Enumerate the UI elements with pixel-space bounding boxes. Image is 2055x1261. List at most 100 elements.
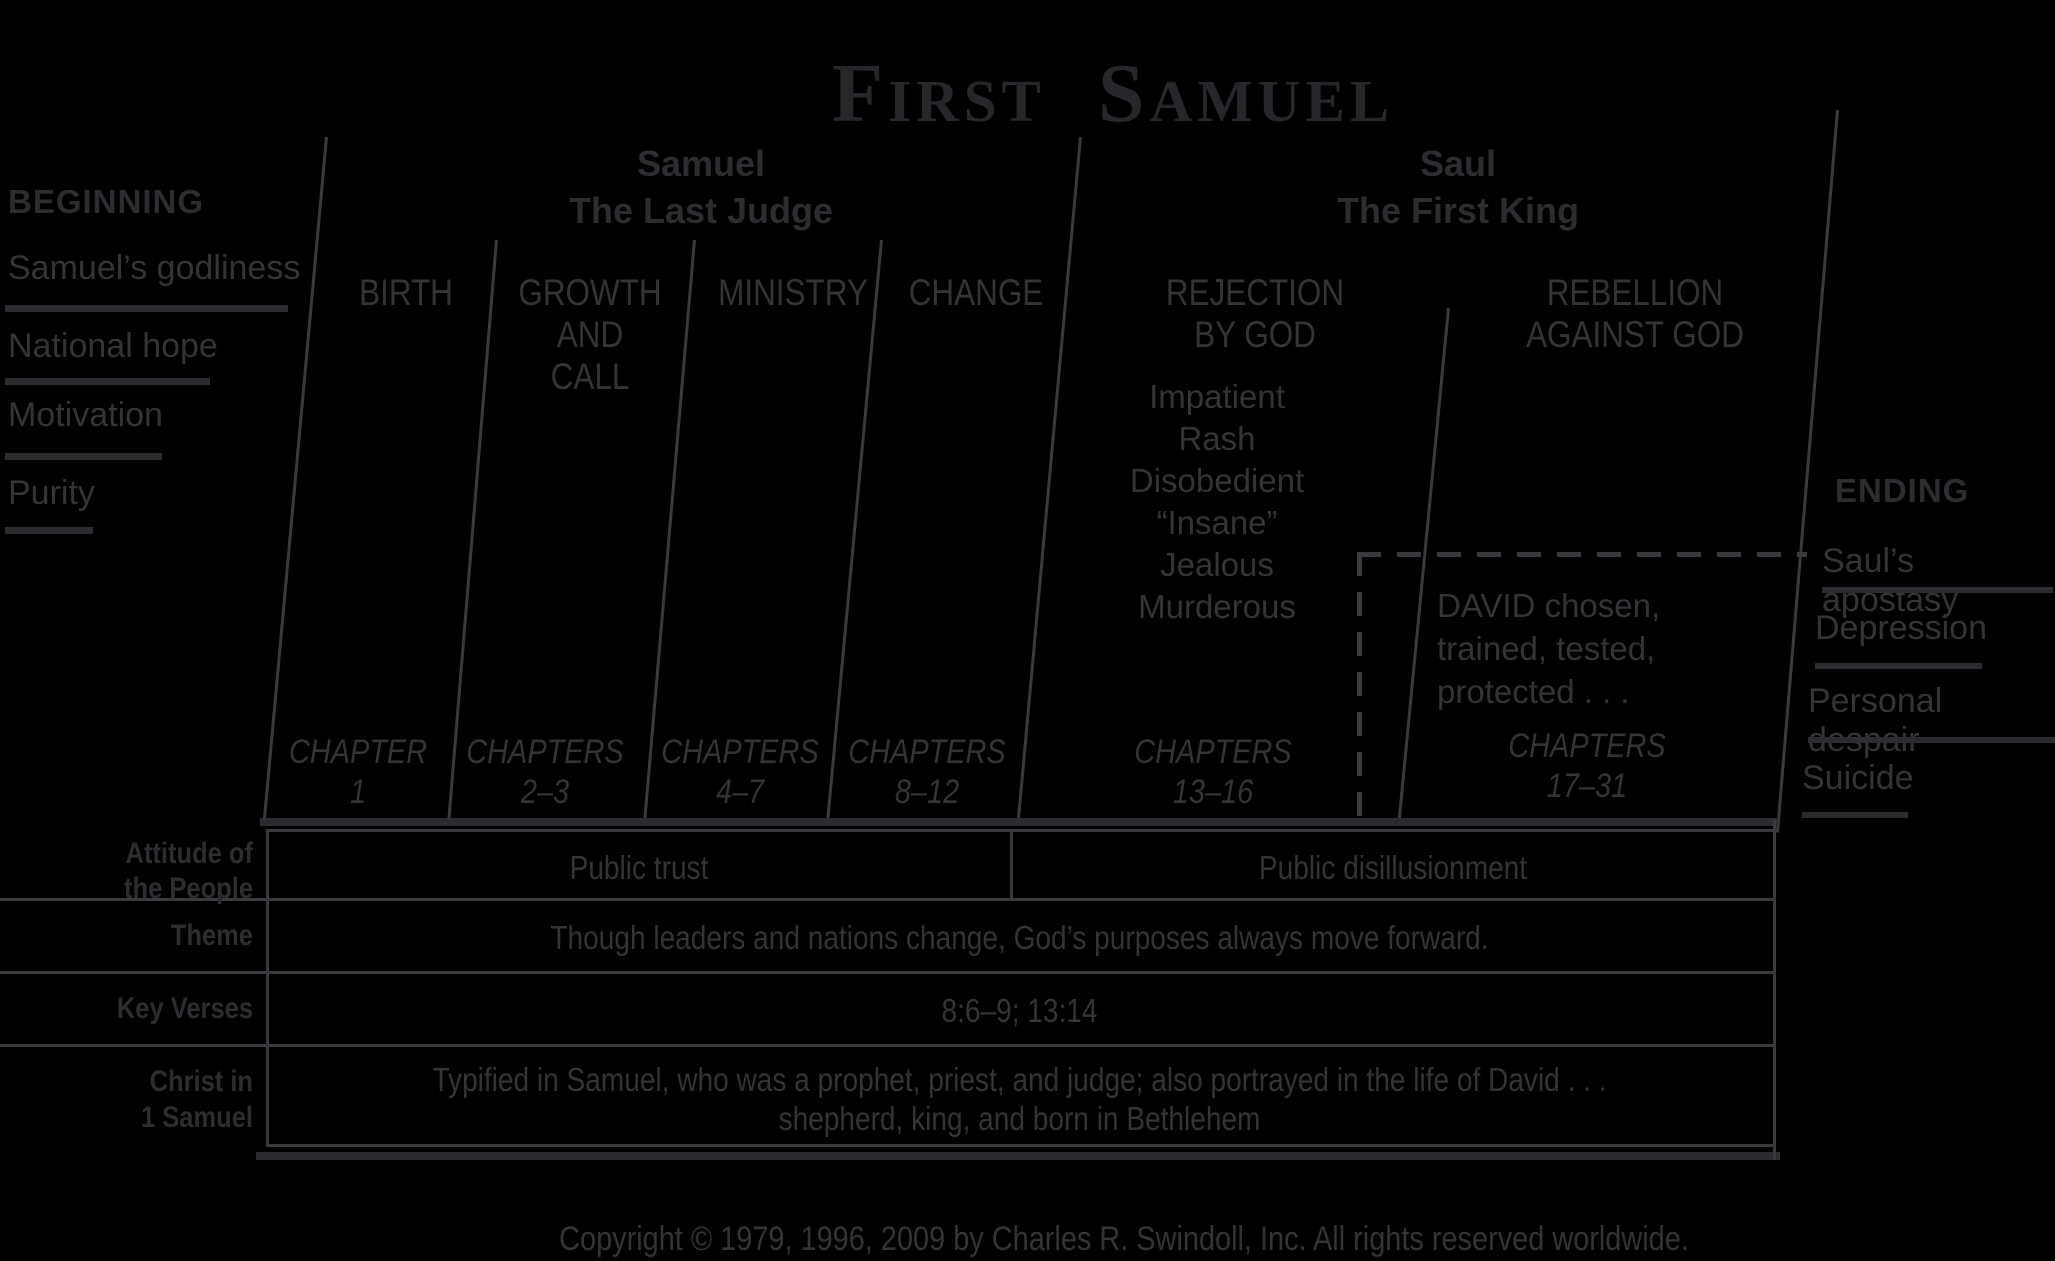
ending-underline-4 <box>1802 812 1908 818</box>
david-box-dashed-left <box>1357 552 1362 822</box>
saul-heading-line2: The First King <box>1337 190 1579 231</box>
christ-text-line2: shepherd, king, and born in Bethlehem <box>778 1100 1261 1137</box>
samuel-heading-line1: Samuel <box>636 143 766 184</box>
column-header-rejection-line1: REJECTION <box>1165 272 1345 313</box>
column-header-change: CHANGE <box>891 272 1061 314</box>
theme-label: Theme <box>170 919 253 952</box>
chapter-word: CHAPTERS <box>1508 727 1666 765</box>
saul-heading-line1: Saul <box>1419 143 1497 184</box>
christ-text: Typified in Samuel, who was a prophet, p… <box>379 1060 1660 1138</box>
ending-item-4: Suicide <box>1802 759 1914 797</box>
column-header-ministry-line: MINISTRY <box>718 272 868 313</box>
table-attitude-cell-divider <box>1010 829 1013 901</box>
column-header-rebellion: REBELLION AGAINST GOD <box>1486 272 1784 356</box>
beginning-underline-4 <box>5 527 93 534</box>
column-header-rejection-line2: BY GOD <box>1194 314 1316 355</box>
david-note-line2: trained, tested, <box>1437 630 1656 667</box>
beginning-underline-3 <box>5 453 162 460</box>
table-top-border <box>266 829 1773 832</box>
chapter-range: 1 <box>349 773 367 811</box>
chapter-label-birth: CHAPTER 1 <box>273 732 443 812</box>
chapter-label-rebellion: CHAPTERS 17–31 <box>1502 726 1672 806</box>
chapter-range: 2–3 <box>520 773 570 811</box>
table-row-separator-2 <box>0 971 1776 974</box>
david-note-line3: protected . . . <box>1437 673 1630 710</box>
attitude-cell-public-disillusionment: Public disillusionment <box>1258 849 1528 886</box>
chapter-range: 8–12 <box>894 773 960 811</box>
column-header-change-line: CHANGE <box>908 272 1044 313</box>
column-header-growth-line3: CALL <box>550 356 630 397</box>
ending-underline-1 <box>1822 587 2053 593</box>
trait-jealous: Jealous <box>1160 546 1274 583</box>
column-header-growth-line1: GROWTH <box>518 272 662 313</box>
chapter-word: CHAPTERS <box>466 733 624 771</box>
column-header-growth-line2: AND <box>556 314 624 355</box>
ending-heading: ENDING <box>1835 472 1970 509</box>
table-bottom-inner-border <box>266 1144 1773 1147</box>
table-bottom-outer-border <box>256 1152 1780 1160</box>
column-header-growth-and-call: GROWTH AND CALL <box>505 272 675 398</box>
chapter-range: 13–16 <box>1172 773 1254 811</box>
attitude-label: Attitude of the People <box>38 836 253 906</box>
david-note: DAVID chosen, trained, tested, protected… <box>1437 584 1777 713</box>
samuel-heading: Samuel The Last Judge <box>501 140 901 234</box>
chapter-label-ministry: CHAPTERS 4–7 <box>655 732 825 812</box>
chapter-range: 17–31 <box>1546 767 1628 805</box>
theme-text: Though leaders and nations change, God’s… <box>550 919 1489 956</box>
christ-label-line2: 1 Samuel <box>141 1101 253 1134</box>
column-header-rejection: REJECTION BY GOD <box>1128 272 1383 356</box>
beginning-underline-1 <box>5 305 288 312</box>
beginning-underline-2 <box>5 378 210 385</box>
chapter-word: CHAPTERS <box>848 733 1006 771</box>
beginning-item-3: Motivation <box>8 396 163 434</box>
chapter-word: CHAPTER <box>288 733 428 771</box>
trait-murderous: Murderous <box>1138 588 1296 625</box>
table-right-border <box>1773 820 1776 1160</box>
chart-title: First Samuel <box>831 47 1395 141</box>
chapter-label-change: CHAPTERS 8–12 <box>842 732 1012 812</box>
chapter-range: 4–7 <box>715 773 765 811</box>
ending-underline-2 <box>1815 663 1982 669</box>
beginning-item-4: Purity <box>8 474 95 512</box>
saul-traits-list: Impatient Rash Disobedient “Insane” Jeal… <box>1067 376 1367 628</box>
chapter-label-rejection: CHAPTERS 13–16 <box>1128 732 1298 812</box>
chart-left-boundary-line <box>262 136 328 823</box>
chapter-label-growth: CHAPTERS 2–3 <box>460 732 630 812</box>
column-header-rebellion-line2: AGAINST GOD <box>1526 314 1744 355</box>
david-note-line1: DAVID chosen, <box>1437 587 1661 624</box>
key-verses-text: 8:6–9; 13:14 <box>941 992 1098 1029</box>
attitude-cell-public-trust: Public trust <box>569 849 709 886</box>
column-header-birth-line: BIRTH <box>359 272 453 313</box>
trait-insane: “Insane” <box>1156 504 1278 541</box>
table-row-separator-3 <box>0 1044 1776 1047</box>
david-box-dashed-top <box>1357 552 1807 557</box>
table-label-divider <box>266 829 269 1147</box>
christ-label-line1: Christ in <box>149 1065 253 1098</box>
beginning-item-2: National hope <box>8 327 218 365</box>
ending-item-3: Personal despair <box>1808 682 1943 759</box>
key-verses-label: Key Verses <box>116 992 254 1025</box>
christ-text-line1: Typified in Samuel, who was a prophet, p… <box>432 1061 1607 1098</box>
chapter-word: CHAPTERS <box>1134 733 1292 771</box>
copyright-notice: Copyright © 1979, 1996, 2009 by Charles … <box>559 1220 1689 1258</box>
chart-bottom-border <box>260 818 1778 826</box>
attitude-label-line1: Attitude of <box>125 837 253 870</box>
table-row-separator-1 <box>0 898 1776 901</box>
ending-underline-3 <box>1808 737 2055 743</box>
christ-label: Christ in 1 Samuel <box>38 1064 253 1136</box>
chapter-word: CHAPTERS <box>661 733 819 771</box>
samuel-heading-line2: The Last Judge <box>568 190 834 231</box>
trait-disobedient: Disobedient <box>1129 462 1305 499</box>
attitude-label-line2: the People <box>124 872 254 905</box>
trait-impatient: Impatient <box>1149 378 1285 415</box>
column-header-ministry: MINISTRY <box>708 272 878 314</box>
beginning-item-1: Samuel’s godliness <box>8 249 301 287</box>
divider-rejection-rebellion <box>1397 307 1450 820</box>
saul-heading: Saul The First King <box>1258 140 1658 234</box>
beginning-heading: BEGINNING <box>8 183 205 220</box>
ending-item-2: Depression <box>1815 609 1987 647</box>
column-header-birth: BIRTH <box>321 272 491 314</box>
column-header-rebellion-line1: REBELLION <box>1546 272 1724 313</box>
trait-rash: Rash <box>1178 420 1256 457</box>
